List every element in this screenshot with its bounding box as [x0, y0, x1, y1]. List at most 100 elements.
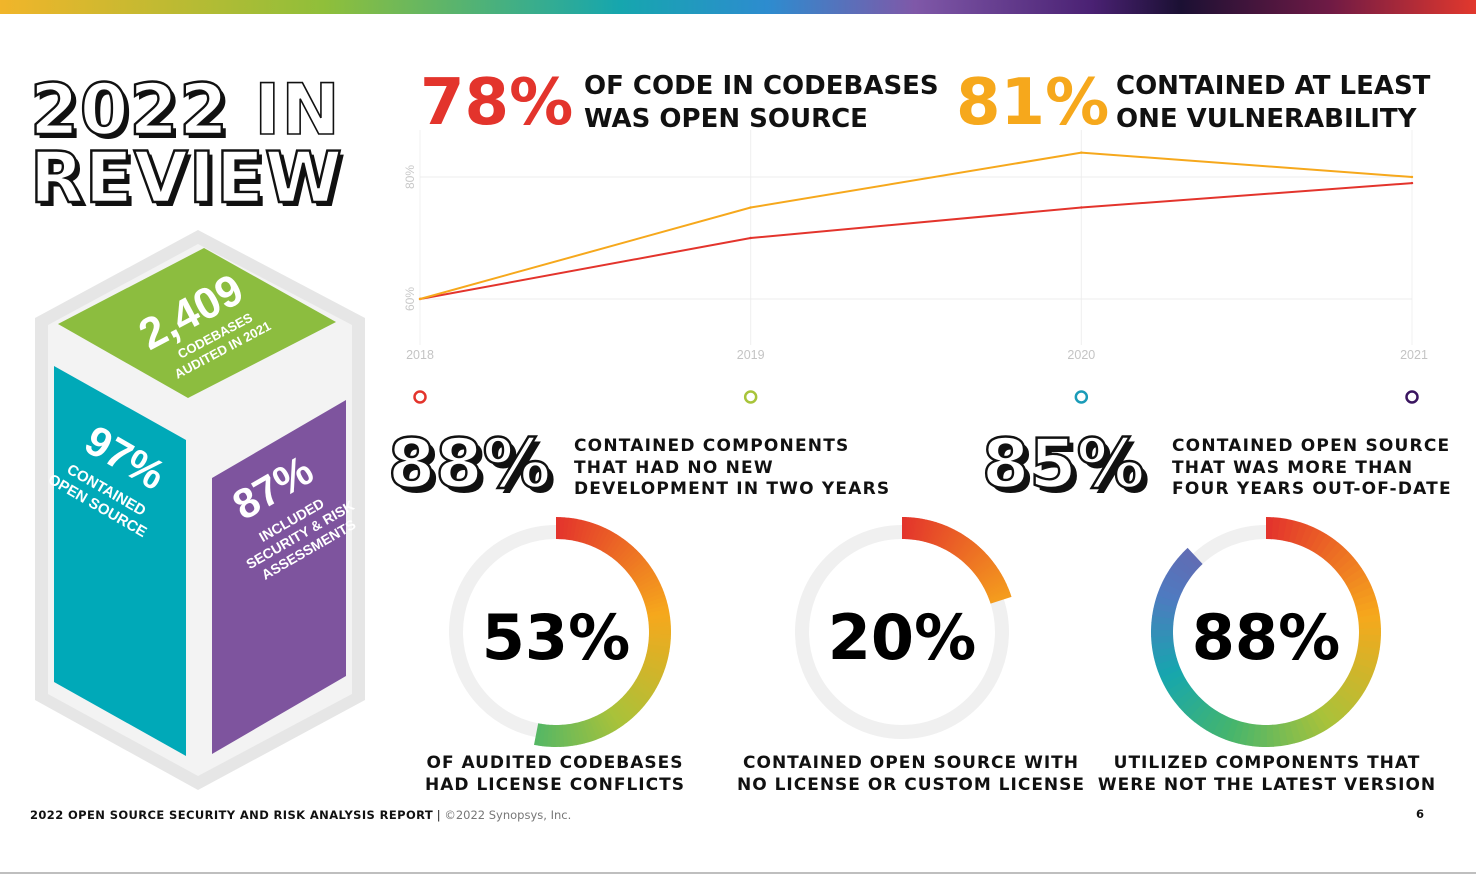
donut-arc-segment	[629, 685, 651, 702]
donut-arc-segment	[1336, 556, 1358, 577]
donut-arc-segment	[1315, 707, 1334, 730]
donut-arc-segment	[1189, 701, 1209, 723]
out-of-date-caption: CONTAINED OPEN SOURCE THAT WAS MORE THAN…	[1172, 436, 1452, 501]
chart-data-point	[1080, 151, 1083, 154]
donut-arc-segment	[1152, 646, 1176, 658]
donut-arc-segment	[582, 719, 594, 743]
donut-arc-segment	[647, 644, 671, 652]
bottom-rule	[0, 872, 1476, 874]
donut-arc-segment	[1343, 568, 1366, 586]
vulnerability-caption-line2: ONE VULNERABILITY	[1116, 104, 1417, 134]
donut-arc-segment	[630, 562, 651, 580]
chart-data-point	[1410, 181, 1414, 185]
donut-arc-segment	[1353, 656, 1377, 671]
out-of-date-percent: 85%	[981, 425, 1146, 504]
donut-arc-segment	[607, 707, 624, 728]
donut-arc-segment	[646, 650, 669, 661]
donut-arc-segment	[625, 690, 645, 709]
chart-ytick-label: 60%	[403, 287, 417, 311]
donut-arc-segment	[645, 600, 668, 611]
cube-top-face	[58, 248, 336, 398]
donut-arc-segment	[646, 647, 670, 656]
donut-arc-segment	[565, 724, 573, 747]
chart-ytick-label: 80%	[403, 165, 417, 189]
donut-arc-segment	[1177, 552, 1199, 573]
donut-arc-segment	[595, 714, 609, 737]
donut-arc-segment	[1271, 517, 1281, 540]
donut-arc-segment	[592, 526, 606, 549]
donut-arc-segment	[1157, 663, 1181, 679]
vulnerability-percent: 81%	[956, 66, 1110, 140]
donut-arc-segment	[1288, 520, 1302, 544]
donut-arc-segment	[575, 721, 586, 745]
donut-arc-segment	[1252, 724, 1262, 747]
open-source-caption-line1: OF CODE IN CODEBASES	[584, 71, 939, 101]
donut-arc-segment	[621, 550, 640, 569]
license-conflicts-line1: OF AUDITED CODEBASES	[426, 753, 684, 773]
out-of-date-line1: CONTAINED OPEN SOURCE	[1172, 436, 1451, 456]
donut-arc-segment	[1346, 672, 1370, 690]
donut-arc-segment	[1299, 524, 1315, 548]
donut-arc-segment	[583, 522, 595, 545]
donut-arc-segment	[1183, 697, 1205, 718]
donut-arc-segment	[1305, 713, 1322, 737]
donut-arc-segment	[1153, 652, 1177, 665]
donut-arc-segment	[1238, 722, 1250, 746]
donut-arc-segment	[1245, 723, 1256, 747]
donut-arc-segment	[1356, 606, 1380, 618]
donut-arc-segment	[1332, 692, 1354, 712]
donut-arc-segment	[643, 660, 666, 673]
donut-arc-segment	[1277, 723, 1289, 747]
donut-arc-segment	[576, 519, 586, 543]
license-conflicts-line2: HAD LICENSE CONFLICTS	[425, 774, 685, 795]
chart-data-point	[418, 297, 422, 301]
donut-arc-segment	[618, 698, 637, 718]
donut-arc-segment	[1166, 679, 1190, 697]
donut-arc-segment	[1355, 651, 1379, 664]
chart-data-point	[749, 236, 752, 240]
out-of-date-line2: THAT WAS MORE THAN	[1172, 457, 1414, 478]
donut-arc-segment	[1173, 558, 1195, 578]
donut-arc-segment	[1159, 581, 1183, 597]
chart-series-line	[419, 151, 1413, 300]
donut-arc-segment	[1194, 704, 1214, 727]
timeline-dot	[1074, 390, 1089, 404]
chart-xtick-label: 2018	[406, 348, 434, 362]
donut-arc-segment	[1340, 682, 1363, 702]
donut-arc-segment	[1200, 708, 1218, 731]
donut-value: 53%	[482, 601, 630, 674]
donut-arc-segment	[637, 673, 659, 688]
donut-arc-segment	[538, 723, 546, 747]
donut-arc-segment	[1355, 600, 1379, 613]
donut-arc-segment	[635, 676, 657, 692]
cube-left-face	[54, 366, 186, 756]
donut-arc-segment	[618, 547, 637, 566]
donut-arc-segment	[1231, 720, 1245, 744]
chart-xtick-label: 2021	[1400, 348, 1428, 362]
donut-arc-segment	[1357, 640, 1381, 650]
vulnerability-caption: CONTAINED AT LEAST ONE VULNERABILITY	[1116, 70, 1430, 136]
donut-arc-segment	[1152, 608, 1175, 620]
donut-arc-segment	[1332, 551, 1354, 572]
donut-arc-segment	[1299, 716, 1315, 740]
title-in: IN	[253, 69, 341, 151]
open-source-caption: OF CODE IN CODEBASES WAS OPEN SOURCE	[584, 70, 939, 136]
no-new-development-caption: CONTAINED COMPONENTS THAT HAD NO NEW DEV…	[574, 436, 890, 501]
donut-arc-segment	[1182, 547, 1203, 569]
chart-xtick-label: 2019	[737, 348, 765, 362]
timeline-dot	[743, 390, 758, 404]
donut-arc-segment	[604, 534, 621, 556]
donut-arc-segment	[1283, 721, 1295, 745]
donut-arc-segment	[598, 712, 613, 735]
donut-arc-segment	[1160, 668, 1184, 685]
donut-arc-segment	[1328, 696, 1350, 717]
donut-arc-segment	[566, 517, 574, 541]
donut-arc-segment	[1179, 692, 1200, 713]
donut-arc-segment	[1282, 518, 1295, 542]
donut-arc-segment	[637, 577, 660, 592]
donut-arc-segment	[1170, 683, 1193, 703]
no-license-line2: NO LICENSE OR CUSTOM LICENSE	[736, 774, 1086, 795]
license-conflicts-caption: OF AUDITED CODEBASES HAD LICENSE CONFLIC…	[375, 753, 735, 796]
